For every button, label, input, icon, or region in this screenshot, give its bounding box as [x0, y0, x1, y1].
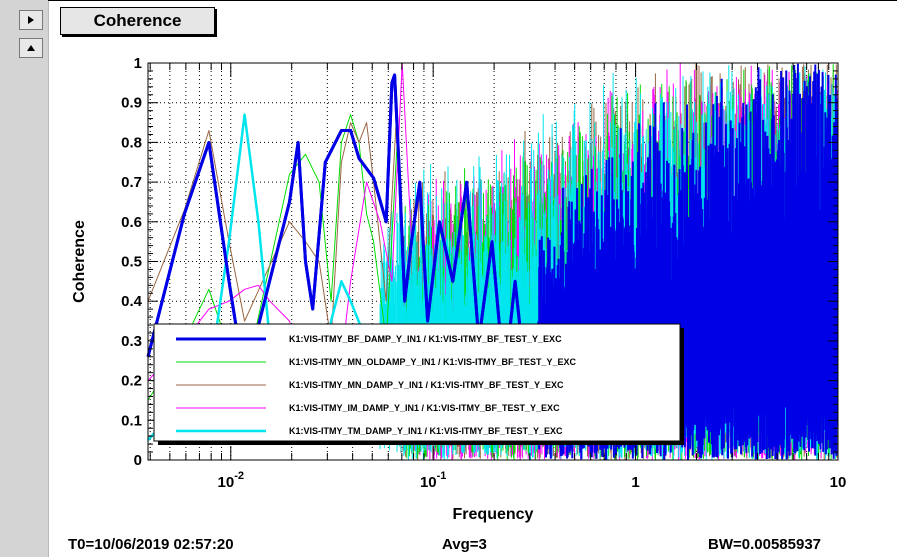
y-tick-label: 0.4 — [121, 293, 143, 310]
y-tick-label: 0 — [134, 452, 142, 469]
triangle-right-icon — [28, 16, 34, 24]
legend-entry-1: K1:VIS-ITMY_MN_OLDAMP_Y_IN1 / K1:VIS-ITM… — [289, 357, 577, 367]
legend-entry-4: K1:VIS-ITMY_TM_DAMP_Y_IN1 / K1:VIS-ITMY_… — [289, 426, 563, 436]
chart-title-label: Coherence — [93, 11, 182, 30]
legend-entry-3: K1:VIS-ITMY_IM_DAMP_Y_IN1 / K1:VIS-ITMY_… — [289, 403, 560, 413]
footer-avg: Avg=3 — [442, 536, 487, 553]
x-axis-label: Frequency — [453, 506, 534, 523]
y-tick-label: 0.1 — [121, 412, 142, 429]
footer-t0: T0=10/06/2019 02:57:20 — [68, 536, 234, 553]
chart-title-button[interactable]: Coherence — [60, 7, 215, 35]
legend-box — [153, 323, 681, 442]
coherence-chart: 0 0.1 0.2 0.3 0.4 0.5 0.6 0.7 0.8 0.9 1 10-2 10-1 1 10… — [71, 55, 847, 523]
up-arrow-button[interactable] — [19, 38, 43, 58]
y-axis-label: Coherence — [71, 220, 88, 303]
y-tick-label: 1 — [134, 55, 142, 72]
legend-entry-0: K1:VIS-ITMY_BF_DAMP_Y_IN1 / K1:VIS-ITMY_… — [289, 334, 562, 344]
footer-bw: BW=0.00585937 — [708, 536, 821, 553]
y-tick-label: 0.2 — [121, 373, 142, 390]
side-toolbar — [0, 0, 49, 557]
y-tick-label: 0.9 — [121, 95, 142, 112]
y-tick-label: 0.6 — [121, 214, 142, 231]
x-tick-label: 10-1 — [420, 470, 446, 491]
y-tick-label: 0.3 — [121, 333, 142, 350]
legend-entry-2: K1:VIS-ITMY_MN_DAMP_Y_IN1 / K1:VIS-ITMY_… — [289, 380, 564, 390]
series-line-2 — [147, 102, 398, 342]
y-tick-label: 0.8 — [121, 134, 142, 151]
triangle-up-icon — [27, 45, 35, 51]
y-tick-label: 0.7 — [121, 174, 142, 191]
x-tick-label: 10 — [830, 474, 847, 491]
x-tick-label: 10-2 — [218, 470, 244, 491]
x-tick-label: 1 — [631, 474, 639, 491]
panel-top-border — [48, 0, 897, 1]
next-arrow-button[interactable] — [19, 10, 43, 30]
y-tick-label: 0.5 — [121, 254, 142, 271]
